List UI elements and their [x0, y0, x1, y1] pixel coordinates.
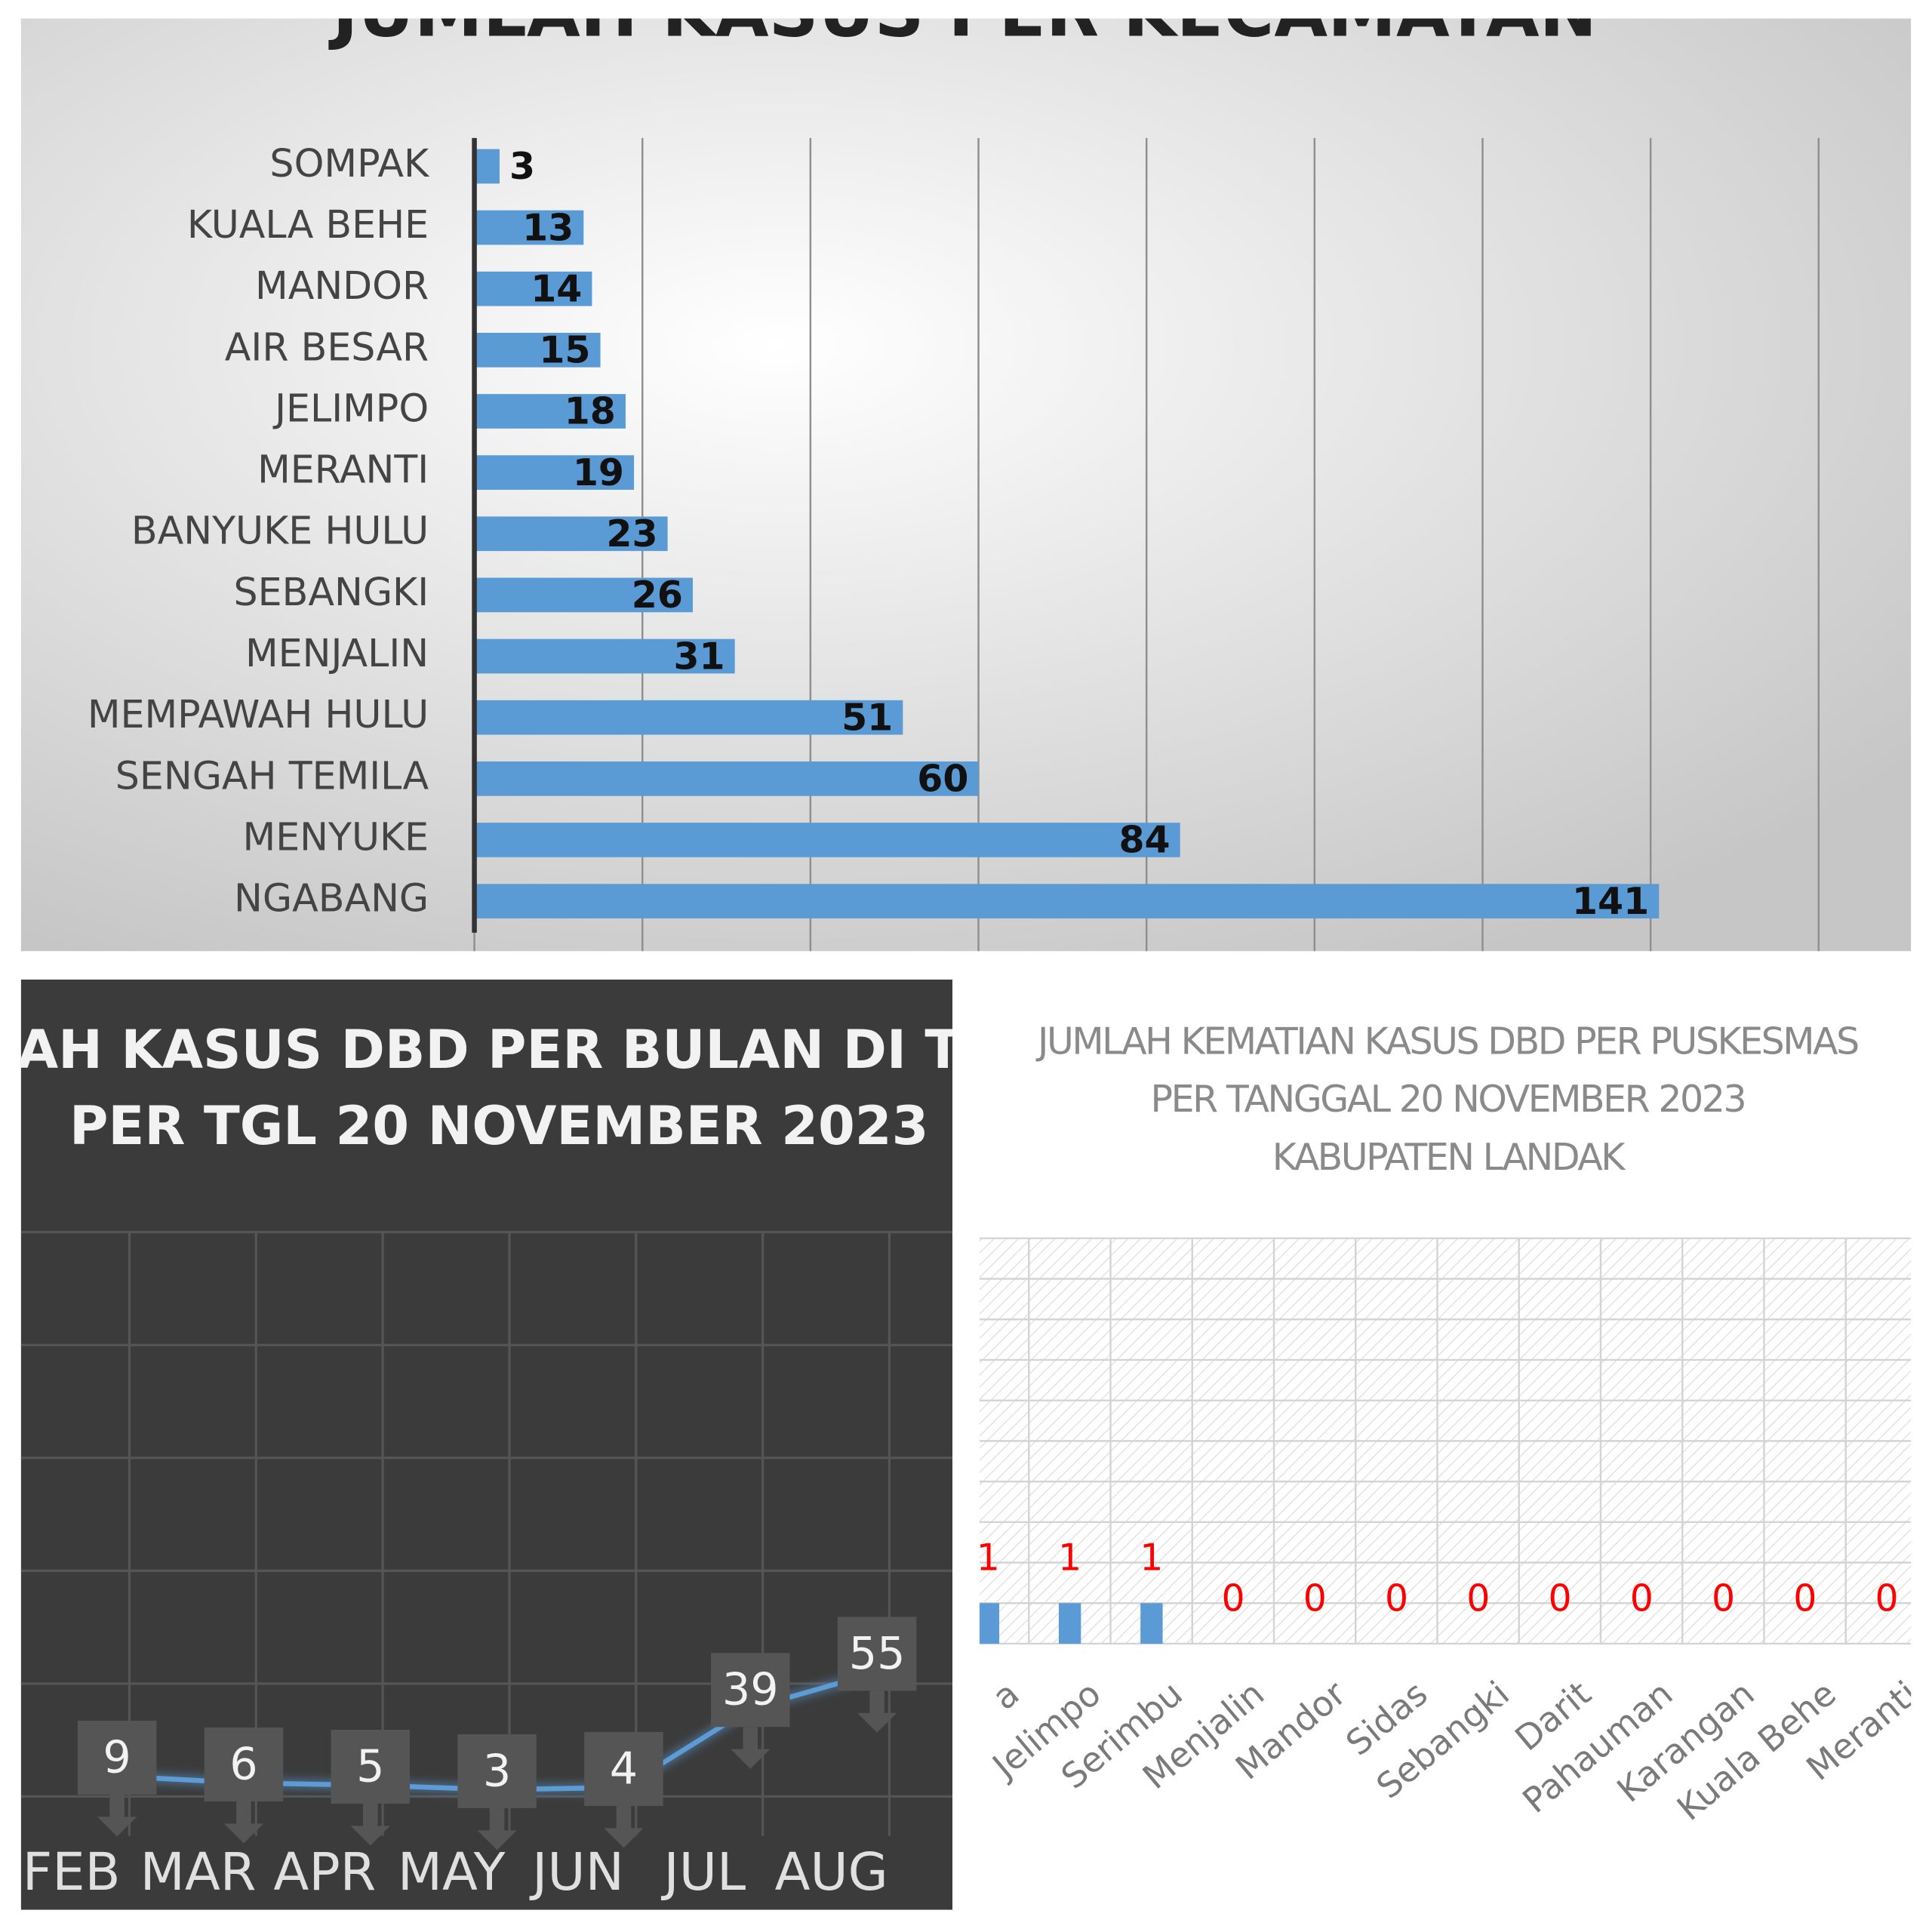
y-tick-label: MANDOR [255, 263, 429, 308]
data-label: 0 [1466, 1577, 1490, 1620]
data-label: 1 [977, 1537, 1000, 1580]
data-label: 5 [356, 1740, 384, 1792]
callout-box [837, 1617, 917, 1691]
x-tick-label: MAY [398, 1842, 506, 1903]
callout-box [584, 1731, 663, 1806]
bar [474, 455, 635, 490]
data-label: 6 [229, 1737, 257, 1789]
data-label: 26 [632, 574, 683, 617]
data-label: 4 [610, 1742, 638, 1794]
y-tick-label: MEMPAWAH HULU [88, 692, 429, 737]
data-label: 3 [483, 1744, 511, 1796]
y-tick-label: SENGAH TEMILA [115, 753, 429, 798]
bar [1140, 1603, 1163, 1644]
y-tick-label: SEBANGKI [234, 570, 429, 614]
bar [474, 638, 735, 674]
data-label: 31 [673, 635, 724, 678]
data-label: 39 [722, 1663, 779, 1715]
data-label: 18 [565, 390, 616, 433]
data-label: 0 [1303, 1577, 1327, 1620]
data-label: 1 [1140, 1537, 1163, 1580]
data-label: 14 [531, 267, 582, 310]
y-tick-label: MENYUKE [243, 814, 429, 859]
chart-title: PER TANGGAL 20 NOVEMBER 2023 [1151, 1078, 1746, 1121]
y-tick-label: NGABANG [234, 876, 429, 921]
data-label: 0 [1875, 1577, 1899, 1620]
data-label: 55 [849, 1627, 906, 1679]
bar [474, 700, 903, 735]
data-label: 3 [509, 145, 535, 188]
callout-box [331, 1729, 411, 1804]
bar [1058, 1603, 1081, 1644]
callout-arrow [731, 1727, 771, 1769]
data-label: 60 [917, 758, 968, 801]
callout-arrow [477, 1807, 517, 1850]
x-tick-label: JUN [529, 1842, 624, 1903]
y-tick-label: MERANTI [257, 448, 429, 492]
data-label: 0 [1549, 1577, 1572, 1620]
bar [474, 271, 592, 306]
x-tick-label: FEB [23, 1842, 121, 1903]
column-chart-panel: JUMLAH KEMATIAN KASUS DBD PER PUSKESMAS P… [977, 979, 1912, 1910]
y-tick-label: AIR BESAR [225, 325, 429, 369]
callout-box [204, 1727, 284, 1801]
bar [474, 884, 1660, 918]
callout-arrow [97, 1794, 137, 1837]
callout-arrow [350, 1803, 390, 1846]
data-label: 0 [1385, 1577, 1408, 1620]
line-chart-panel: AH KASUS DBD PER BULAN DI TAHU PER TGL 20… [17, 979, 1085, 1910]
y-tick-label: SOMPAK [269, 141, 430, 186]
bar [474, 516, 668, 552]
x-tick-label: MAR [140, 1842, 257, 1903]
y-tick-label: KUALA BEHE [187, 202, 429, 247]
callout-box [457, 1734, 537, 1808]
chart-title: PER TGL 20 NOVEMBER 2023 [69, 1095, 929, 1157]
data-label: 0 [1222, 1577, 1245, 1620]
data-label: 0 [1630, 1577, 1654, 1620]
chart-title: AH KASUS DBD PER BULAN DI TAHU [17, 1019, 1085, 1081]
data-label: 9 [103, 1730, 131, 1783]
data-label: 19 [573, 451, 624, 494]
callout-arrow [604, 1805, 644, 1848]
callout-box [77, 1721, 157, 1795]
bar [474, 577, 694, 613]
data-label: 15 [539, 329, 590, 372]
bar [474, 823, 1180, 857]
data-label: 23 [606, 512, 657, 555]
bar [474, 394, 626, 429]
bar [474, 761, 979, 796]
callout-arrow [857, 1690, 897, 1733]
bar [474, 210, 584, 245]
bar-chart-panel: JUMLAH KASUS PER KECAMATAN SOMPAK 3 KUALA B… [20, 0, 1912, 952]
bar [979, 1603, 1000, 1644]
data-label: 0 [1712, 1577, 1735, 1620]
callout-box [711, 1653, 790, 1727]
chart-title: JUMLAH KASUS PER KECAMATAN [328, 0, 1598, 53]
callout-arrow [223, 1801, 264, 1844]
data-label: 51 [841, 696, 893, 739]
chart-title: KABUPATEN LANDAK [1272, 1136, 1626, 1179]
x-tick-label: APR [273, 1842, 376, 1903]
y-tick-label: MENJALIN [245, 631, 429, 675]
x-tick-label: JUL [661, 1842, 746, 1903]
y-tick-label: BANYUKE HULU [131, 509, 429, 553]
data-label: 84 [1118, 819, 1170, 862]
chart-title: JUMLAH KEMATIAN KASUS DBD PER PUSKESMAS [1035, 1020, 1858, 1063]
data-label: 0 [1793, 1577, 1817, 1620]
data-label: 13 [522, 206, 574, 249]
y-tick-label: JELIMPO [272, 386, 429, 430]
bar [474, 149, 500, 184]
bar [474, 332, 601, 368]
data-label: 1 [1058, 1537, 1081, 1580]
x-tick-label: AUG [775, 1842, 888, 1903]
data-label: 141 [1572, 880, 1649, 923]
